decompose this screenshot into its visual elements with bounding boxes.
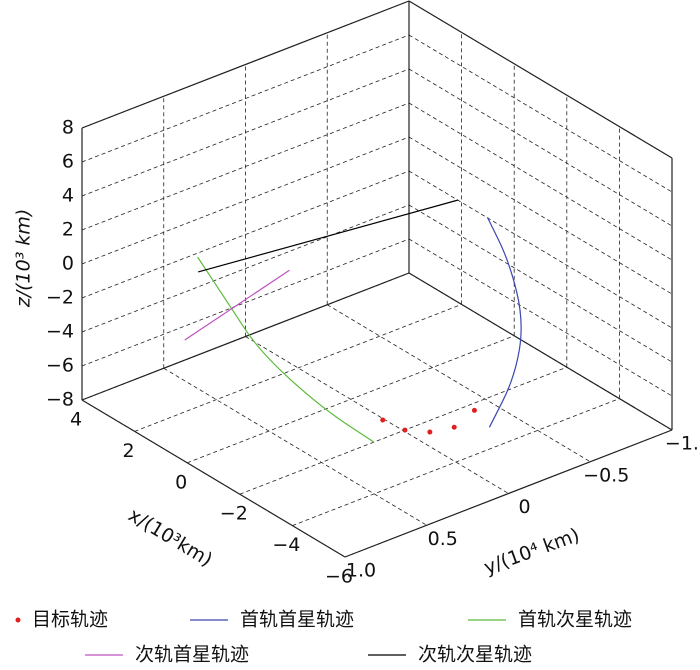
box-edge bbox=[81, 399, 346, 558]
y-tick-label: 1.0 bbox=[346, 560, 376, 582]
z-tick-label: −6 bbox=[46, 355, 74, 377]
legend-label: 首轨首星轨迹 bbox=[240, 609, 354, 631]
x-tick-label: −4 bbox=[272, 534, 300, 556]
data-point bbox=[402, 427, 408, 433]
grid-line bbox=[408, 136, 673, 295]
trajectory bbox=[197, 256, 375, 443]
x-tick-label: 2 bbox=[123, 440, 135, 462]
legend-label: 次轨次星轨迹 bbox=[418, 644, 532, 666]
legend-marker bbox=[15, 617, 21, 623]
box-edge bbox=[408, 272, 673, 431]
z-tick-label: 0 bbox=[62, 253, 74, 275]
y-tick-label: 0 bbox=[518, 496, 530, 518]
grid-line bbox=[408, 102, 673, 261]
x-tick-label: 4 bbox=[70, 409, 82, 431]
data-point bbox=[471, 407, 477, 413]
box-edge bbox=[408, 0, 673, 159]
grid-line bbox=[81, 238, 410, 367]
z-tick-label: −4 bbox=[46, 321, 74, 343]
data-point bbox=[427, 429, 433, 435]
grid-line bbox=[408, 238, 673, 397]
y-tick-label: 0.5 bbox=[428, 528, 458, 550]
z-tick-label: 2 bbox=[62, 219, 74, 241]
x-tick-label: 0 bbox=[175, 471, 187, 493]
trajectory bbox=[184, 269, 290, 341]
y-tick-label: −1.0 bbox=[665, 433, 700, 455]
grid-line bbox=[408, 34, 673, 193]
x-axis-label: x/(10³km) bbox=[124, 504, 216, 571]
grid-line bbox=[163, 367, 427, 526]
grid-line bbox=[408, 204, 673, 363]
legend-label: 目标轨迹 bbox=[32, 609, 108, 631]
z-tick-label: −8 bbox=[46, 389, 74, 411]
x-tick-label: −6 bbox=[325, 566, 353, 588]
y-axis-label: y/(10⁴ km) bbox=[481, 524, 582, 579]
grid-line bbox=[408, 170, 673, 329]
box-edge bbox=[81, 272, 410, 401]
box-edge bbox=[81, 0, 410, 129]
grid-line bbox=[81, 204, 410, 333]
grid-line bbox=[327, 304, 591, 463]
z-tick-label: −2 bbox=[46, 287, 74, 309]
data-point bbox=[380, 417, 386, 423]
y-tick-label: −0.5 bbox=[583, 464, 629, 486]
x-tick-label: −2 bbox=[220, 503, 248, 525]
z-tick-label: 8 bbox=[62, 117, 74, 139]
z-axis-label: z/(10³ km) bbox=[13, 209, 35, 309]
trajectory bbox=[198, 199, 459, 273]
box-edge bbox=[344, 429, 673, 558]
legend-label: 首轨次星轨迹 bbox=[518, 609, 632, 631]
trajectory bbox=[486, 217, 522, 428]
data-point bbox=[451, 424, 457, 430]
legend-label: 次轨首星轨迹 bbox=[135, 644, 249, 666]
grid-line bbox=[408, 68, 673, 227]
z-tick-label: 4 bbox=[62, 185, 74, 207]
grid-line bbox=[245, 336, 509, 494]
z-tick-label: 6 bbox=[62, 151, 74, 173]
grid-line bbox=[134, 304, 462, 432]
